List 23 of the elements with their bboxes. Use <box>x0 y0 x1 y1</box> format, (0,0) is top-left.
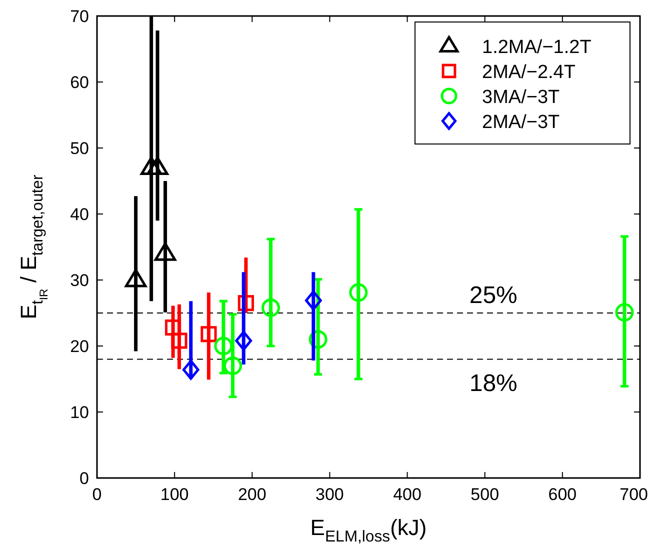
y-tick-label: 40 <box>70 205 89 224</box>
y-tick-label: 0 <box>80 469 89 488</box>
x-tick-label: 0 <box>92 485 102 504</box>
ref-line-label: 18% <box>469 370 518 398</box>
y-tick-label: 70 <box>70 7 89 26</box>
x-tick-label: 200 <box>238 485 266 504</box>
x-axis-title: E$_{ELM,loss}$(kJ) <box>310 515 427 546</box>
x-tick-label: 400 <box>393 485 422 504</box>
y-tick-label: 10 <box>70 403 89 422</box>
x-tick-label: 500 <box>470 485 500 504</box>
y-tick-label: 30 <box>70 271 89 290</box>
x-tick-label: 700 <box>620 485 648 504</box>
ref-line-label: 25% <box>469 282 518 309</box>
legend-label: 2MA/−2.4T <box>482 62 576 83</box>
x-tick-label: 600 <box>548 485 577 504</box>
legend-label: 1.2MA/−1.2T <box>482 37 592 58</box>
legend-label: 2MA/−3T <box>482 112 560 133</box>
y-tick-label: 60 <box>70 73 89 92</box>
legend-label: 3MA/−3T <box>482 87 560 108</box>
x-tick-label: 100 <box>160 485 189 504</box>
x-tick-label: 300 <box>316 485 344 504</box>
y-tick-label: 20 <box>70 337 89 356</box>
y-tick-label: 50 <box>70 139 89 158</box>
